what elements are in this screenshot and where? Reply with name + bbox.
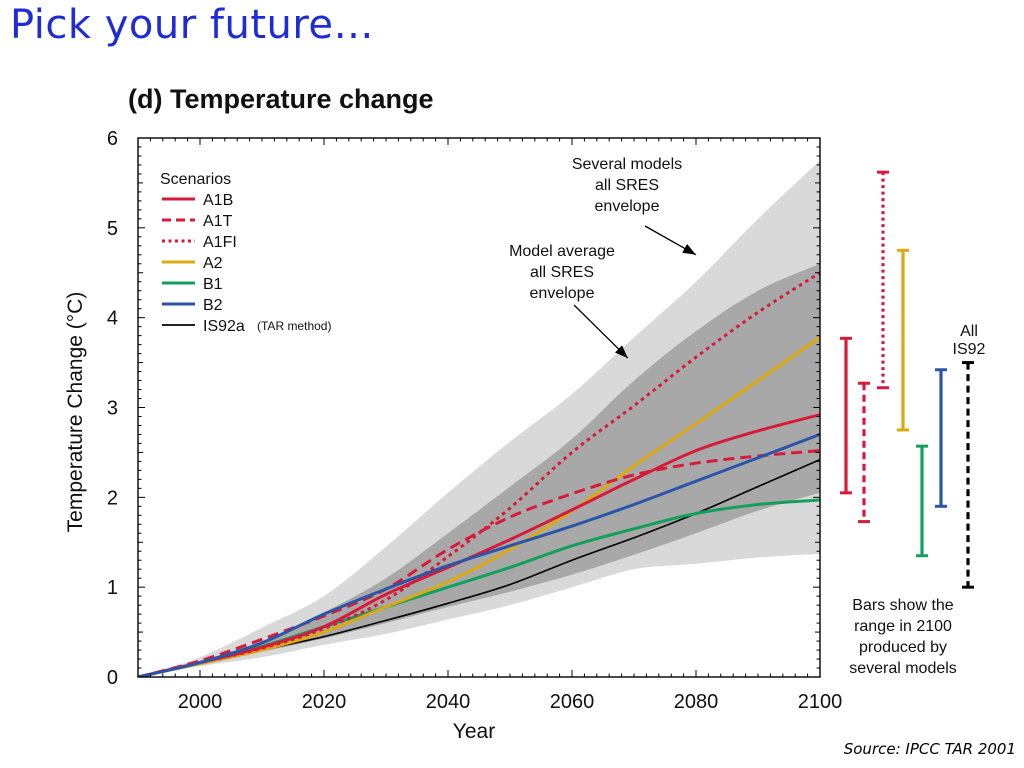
- annotation-arrowhead: [615, 345, 628, 359]
- legend-label-a1fi: A1FI: [203, 234, 237, 251]
- legend-title: Scenarios: [160, 171, 231, 188]
- range-bars-note: several models: [849, 660, 957, 677]
- annotation-text: envelope: [530, 285, 595, 302]
- x-tick-label: 2000: [178, 691, 223, 713]
- y-tick-label: 6: [107, 128, 118, 150]
- slide-title: Pick your future…: [10, 2, 375, 48]
- legend-label-b2: B2: [203, 297, 223, 314]
- annotation-text: Several models: [572, 156, 682, 173]
- x-tick-label: 2100: [798, 691, 843, 713]
- y-tick-label: 5: [107, 218, 118, 240]
- y-tick-label: 3: [107, 398, 118, 420]
- x-tick-label: 2080: [674, 691, 719, 713]
- range-bars-note: range in 2100: [854, 618, 952, 635]
- x-tick-label: 2020: [302, 691, 347, 713]
- series-line-b2: [138, 432, 820, 677]
- legend: Scenarios A1B A1T A1FI A2 B1 B2 IS92a (TAR meth…: [160, 171, 331, 335]
- series-line-a1b: [138, 413, 820, 677]
- series-line-a1fi: [138, 271, 820, 677]
- y-axis-label: Temperature Change (°C): [64, 292, 87, 533]
- annotation-text: all SRES: [595, 177, 659, 194]
- legend-label-b1: B1: [203, 276, 223, 293]
- source-note: Source: IPCC TAR 2001: [843, 740, 1016, 758]
- envelopes-layer: [138, 160, 820, 677]
- annotation-text: all SRES: [530, 264, 594, 281]
- x-tick-label: 2060: [550, 691, 595, 713]
- chart-title: (d) Temperature change: [128, 84, 434, 114]
- legend-label-is92a: IS92a: [203, 318, 245, 335]
- series-layer: [138, 271, 820, 677]
- axes-layer: 2000 2020 2040 2060 2080 2100 0 1 2 3 4 5 6: [107, 128, 842, 713]
- annotation-text: envelope: [595, 198, 660, 215]
- legend-label-a1t: A1T: [203, 213, 233, 230]
- y-tick-label: 0: [107, 667, 118, 689]
- y-tick-label: 4: [107, 308, 118, 330]
- series-line-a2: [138, 336, 820, 677]
- legend-label-a2: A2: [203, 255, 223, 272]
- annotations-layer: Several models all SRES envelope Model aver…: [509, 156, 697, 359]
- x-axis-label: Year: [453, 720, 495, 743]
- range-bar-all-label: All: [960, 323, 978, 340]
- legend-label-a1b: A1B: [203, 192, 233, 209]
- y-tick-label: 2: [107, 487, 118, 509]
- range-bars-note: Bars show the: [852, 597, 953, 614]
- x-tick-label: 2040: [426, 691, 471, 713]
- annotation-arrowhead: [682, 244, 696, 255]
- range-bars-note: produced by: [859, 639, 947, 656]
- series-line-a1t: [138, 449, 820, 677]
- annotation-text: Model average: [509, 243, 615, 260]
- y-tick-label: 1: [107, 577, 118, 599]
- legend-note-tar-method: (TAR method): [257, 319, 331, 333]
- range-bar-all-label: IS92: [953, 341, 986, 358]
